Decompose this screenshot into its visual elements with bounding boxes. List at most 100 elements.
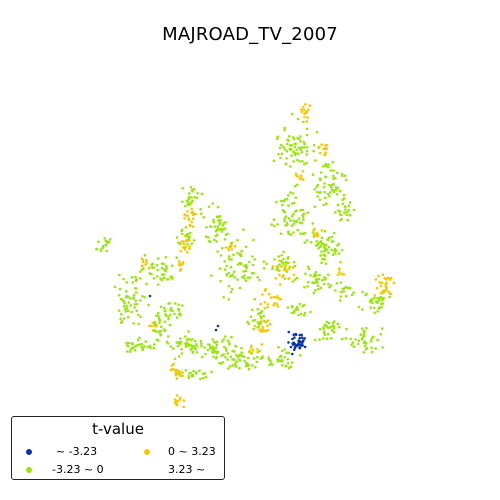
point-pos-t bbox=[385, 286, 388, 290]
point-neg-t bbox=[243, 355, 246, 359]
point-neg-t bbox=[315, 274, 318, 277]
point-neg-t bbox=[260, 317, 263, 320]
point-pos-t bbox=[313, 233, 316, 237]
point-pos-t bbox=[300, 108, 303, 111]
point-neg-t bbox=[377, 299, 381, 302]
point-neg-t bbox=[303, 285, 306, 289]
point-pos-t bbox=[381, 289, 385, 293]
legend-marker bbox=[26, 467, 32, 473]
point-neg-t bbox=[365, 326, 368, 330]
point-neg-t bbox=[316, 183, 320, 187]
point-neg-t bbox=[238, 286, 242, 290]
point-neg-t bbox=[348, 213, 352, 217]
point-neg-t bbox=[276, 360, 280, 363]
point-neg-t bbox=[314, 288, 317, 292]
point-pos-t bbox=[380, 281, 384, 285]
point-neg-t bbox=[298, 302, 302, 306]
point-neg-t bbox=[306, 280, 310, 284]
point-neg-t bbox=[279, 199, 283, 203]
point-neg-t bbox=[184, 335, 187, 338]
point-neg-t bbox=[214, 341, 217, 344]
point-neg-t bbox=[126, 309, 130, 313]
point-neg-t bbox=[369, 339, 373, 343]
point-neg-t bbox=[292, 231, 295, 234]
point-neg-t bbox=[286, 362, 290, 365]
point-neg-t bbox=[128, 350, 132, 353]
point-neg-t bbox=[129, 297, 132, 300]
point-neg-t bbox=[290, 215, 294, 218]
point-neg-t bbox=[135, 309, 138, 313]
point-neg-t bbox=[322, 185, 326, 189]
point-neg-t bbox=[155, 314, 158, 317]
point-neg-t bbox=[276, 137, 279, 141]
point-neg-t bbox=[206, 348, 210, 352]
point-neg-t bbox=[289, 219, 293, 222]
point-neg-t bbox=[132, 293, 136, 297]
point-neg-t bbox=[251, 263, 255, 267]
point-neg-t bbox=[301, 215, 305, 219]
point-pos-t bbox=[320, 143, 323, 146]
point-neg-t bbox=[200, 344, 203, 348]
point-pos-t bbox=[339, 260, 342, 264]
point-neg-t bbox=[305, 153, 309, 156]
point-neg-t bbox=[324, 175, 327, 179]
point-neg-t bbox=[130, 310, 133, 314]
point-neg-t bbox=[346, 210, 349, 214]
point-neg-t bbox=[122, 317, 126, 320]
point-neg-t bbox=[187, 203, 190, 207]
point-neg-t bbox=[298, 160, 301, 163]
point-neg-significant-t bbox=[293, 348, 296, 352]
point-neg-t bbox=[217, 219, 220, 222]
point-neg-t bbox=[244, 269, 248, 273]
point-neg-t bbox=[249, 315, 253, 319]
point-neg-t bbox=[195, 343, 198, 346]
point-neg-t bbox=[236, 278, 239, 281]
point-neg-t bbox=[344, 178, 348, 182]
point-neg-t bbox=[165, 264, 168, 268]
point-neg-t bbox=[192, 187, 196, 191]
point-neg-t bbox=[302, 218, 305, 221]
point-neg-t bbox=[217, 228, 221, 232]
point-neg-t bbox=[251, 364, 254, 367]
point-neg-t bbox=[333, 320, 336, 323]
point-pos-t bbox=[258, 328, 261, 332]
point-neg-t bbox=[326, 332, 330, 336]
point-pos-t bbox=[392, 281, 396, 285]
point-neg-t bbox=[303, 231, 307, 235]
point-pos-t bbox=[148, 324, 151, 328]
point-neg-t bbox=[148, 344, 152, 348]
point-neg-t bbox=[132, 322, 135, 325]
point-pos-t bbox=[305, 111, 309, 114]
point-neg-t bbox=[223, 345, 226, 349]
point-neg-t bbox=[318, 198, 322, 202]
points-neg-significant-t bbox=[148, 294, 307, 356]
point-pos-t bbox=[274, 296, 278, 299]
point-neg-t bbox=[318, 191, 322, 195]
point-pos-t bbox=[261, 325, 265, 329]
point-neg-t bbox=[303, 311, 307, 315]
point-neg-t bbox=[305, 149, 309, 153]
point-pos-t bbox=[142, 260, 145, 264]
point-pos-t bbox=[150, 324, 153, 328]
point-neg-t bbox=[292, 219, 296, 223]
point-neg-t bbox=[292, 260, 296, 264]
point-neg-t bbox=[101, 246, 105, 250]
point-pos-t bbox=[300, 110, 304, 114]
point-pos-t bbox=[260, 343, 264, 346]
point-neg-significant-t bbox=[301, 344, 304, 347]
point-neg-t bbox=[283, 126, 286, 130]
point-neg-t bbox=[162, 306, 166, 310]
legend-label: 0 ~ 3.23 bbox=[168, 445, 216, 458]
point-neg-t bbox=[305, 161, 309, 165]
point-neg-t bbox=[317, 287, 320, 291]
point-neg-t bbox=[275, 268, 279, 272]
point-neg-t bbox=[287, 204, 290, 207]
point-neg-t bbox=[133, 349, 137, 352]
point-pos-t bbox=[187, 239, 191, 242]
point-neg-t bbox=[299, 140, 302, 143]
point-neg-t bbox=[125, 304, 128, 308]
point-neg-t bbox=[346, 218, 349, 222]
point-neg-t bbox=[239, 252, 242, 256]
point-neg-t bbox=[296, 117, 300, 121]
